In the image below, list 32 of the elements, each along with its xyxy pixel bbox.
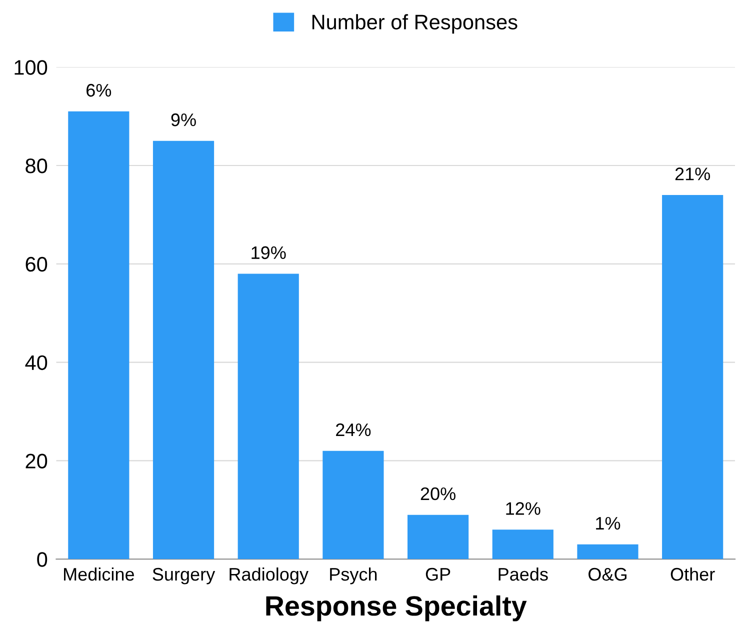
annotation: 20% — [420, 487, 456, 500]
bar — [322, 450, 384, 560]
bar — [577, 544, 638, 560]
x-tick-label: GP — [426, 568, 450, 581]
y-tick-label: 40 — [25, 355, 48, 370]
y-tick-label: 60 — [26, 256, 48, 272]
x-tick-label: Paeds — [498, 567, 548, 581]
annotation: 24% — [336, 423, 371, 436]
annotation: 1% — [596, 516, 620, 530]
x-axis-title: Response Specialty — [266, 595, 527, 622]
bar — [492, 530, 554, 560]
annotation: 12% — [506, 502, 540, 515]
bar — [68, 111, 130, 560]
x-tick-label: Other — [670, 567, 715, 581]
x-tick-label: Surgery — [152, 568, 216, 584]
legend-label: Number of Responses — [312, 14, 518, 34]
bar — [662, 195, 724, 560]
bar — [238, 274, 299, 560]
x-tick-label: Psych — [330, 567, 377, 584]
annotation: 9% — [171, 113, 196, 126]
bar — [152, 140, 214, 560]
annotation: 21% — [675, 168, 710, 180]
y-tick-label: 100 — [14, 60, 48, 75]
x-tick-label: O&G — [588, 568, 626, 581]
x-tick-label: Radiology — [230, 567, 308, 584]
bar — [408, 514, 469, 560]
y-tick-label: 80 — [26, 158, 48, 174]
annotation: 6% — [86, 84, 112, 97]
y-tick-label: 0 — [37, 552, 48, 567]
y-tick-label: 20 — [26, 454, 48, 468]
x-tick-label: Medicine — [64, 567, 134, 581]
annotation: 19% — [252, 246, 286, 260]
